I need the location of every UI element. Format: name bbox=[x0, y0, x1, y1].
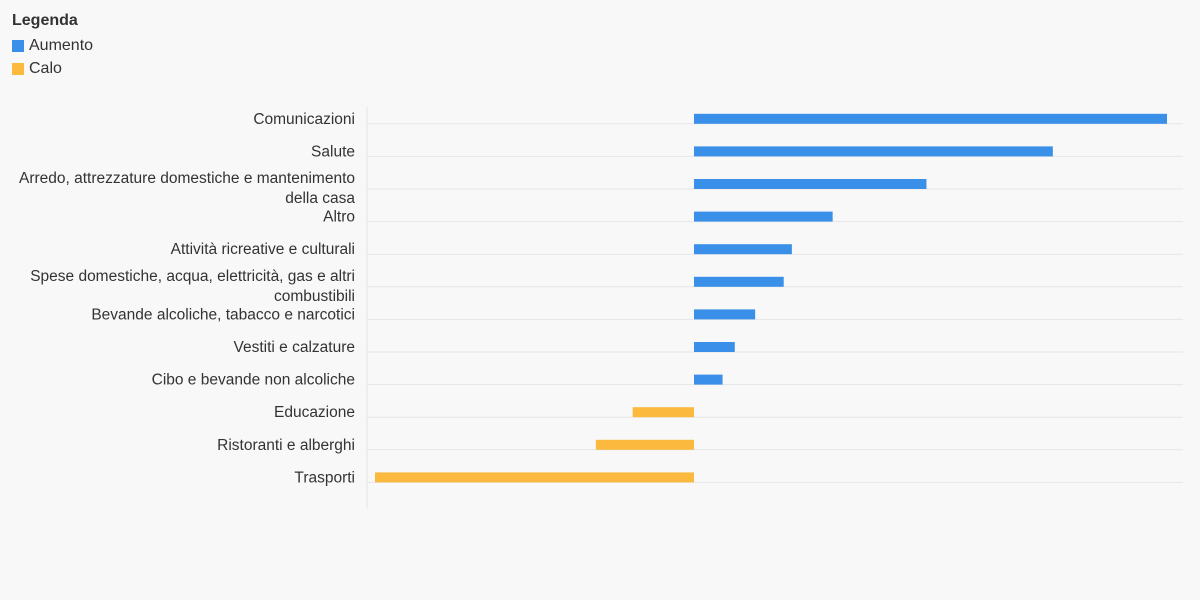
category-label: Comunicazioni bbox=[253, 111, 355, 128]
bar-aumento bbox=[694, 179, 927, 189]
category-label: Ristoranti e alberghi bbox=[217, 437, 355, 454]
category-label: Altro bbox=[323, 209, 355, 226]
legend-item-aumento: Aumento bbox=[12, 34, 93, 57]
category-label: Bevande alcoliche, tabacco e narcotici bbox=[91, 306, 355, 323]
bar-aumento bbox=[694, 146, 1053, 157]
bar-calo bbox=[632, 407, 694, 418]
bar-aumento bbox=[694, 309, 756, 320]
legend-item-calo: Calo bbox=[12, 57, 93, 80]
category-label: Attività ricreative e culturali bbox=[171, 241, 355, 258]
bar-calo bbox=[595, 439, 694, 450]
category-label: Cibo e bevande non alcoliche bbox=[152, 372, 355, 389]
legend: Legenda Aumento Calo bbox=[12, 12, 93, 80]
legend-title: Legenda bbox=[12, 12, 78, 29]
legend-label-aumento: Aumento bbox=[29, 36, 94, 54]
category-label: Educazione bbox=[274, 404, 355, 421]
category-label: Trasporti bbox=[294, 469, 355, 486]
bar-calo bbox=[375, 472, 694, 483]
bar-aumento bbox=[694, 374, 723, 385]
category-label: Arredo, attrezzature domestiche e manten… bbox=[19, 170, 355, 207]
bar-aumento bbox=[694, 276, 784, 287]
legend-swatch-calo bbox=[12, 62, 24, 75]
bar-aumento bbox=[694, 244, 792, 255]
category-label: Salute bbox=[311, 143, 355, 160]
category-label: Vestiti e calzature bbox=[234, 339, 355, 356]
category-label: Spese domestiche, acqua, elettricità, ga… bbox=[30, 268, 355, 305]
bar-aumento bbox=[694, 113, 1167, 124]
legend-swatch-aumento bbox=[12, 39, 24, 52]
bar-aumento bbox=[694, 211, 833, 222]
bar-aumento bbox=[694, 342, 735, 352]
legend-label-calo: Calo bbox=[29, 59, 62, 77]
